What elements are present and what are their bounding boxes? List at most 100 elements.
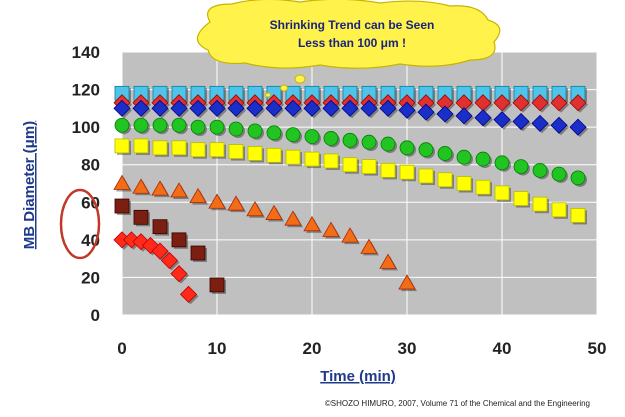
- data-point: [494, 185, 510, 201]
- data-point: [265, 204, 283, 220]
- data-point: [399, 140, 415, 156]
- data-point: [304, 129, 320, 144]
- data-point: [494, 155, 510, 171]
- data-point: [208, 193, 226, 209]
- x-tick-label: 50: [588, 339, 607, 358]
- data-point: [133, 209, 149, 225]
- data-point: [475, 151, 491, 167]
- x-tick-label: 40: [493, 339, 512, 358]
- x-tick-label: 20: [303, 339, 322, 358]
- data-point: [303, 216, 321, 232]
- x-tick-labels: 0 10 20 30 40 50: [117, 339, 606, 358]
- data-point: [398, 101, 416, 119]
- callout-bubble: Shrinking Trend can be Seen Less than 10…: [196, 0, 501, 98]
- data-point: [323, 153, 339, 169]
- data-point: [151, 99, 169, 117]
- data-point: [513, 191, 529, 206]
- data-point: [360, 99, 378, 117]
- data-point: [341, 99, 359, 117]
- data-point: [284, 99, 302, 117]
- data-point: [512, 112, 530, 131]
- data-point: [569, 94, 587, 112]
- data-point: [170, 182, 188, 198]
- data-point: [551, 166, 567, 182]
- data-point: [152, 219, 168, 235]
- data-point: [208, 99, 226, 117]
- data-point: [171, 232, 187, 248]
- y-tick-label: 140: [72, 43, 100, 62]
- data-point: [493, 94, 511, 112]
- data-point: [171, 117, 187, 133]
- data-point: [133, 117, 149, 133]
- data-point: [380, 162, 396, 178]
- data-point: [266, 125, 282, 141]
- data-point: [322, 99, 340, 117]
- data-point: [114, 138, 130, 154]
- data-point: [190, 142, 206, 158]
- data-point: [456, 176, 472, 191]
- x-axis-title: Time (min): [320, 368, 396, 385]
- data-point: [341, 227, 359, 243]
- data-point: [550, 94, 568, 112]
- data-point: [513, 159, 529, 174]
- callout-line-2: Less than 100 μm !: [298, 36, 406, 50]
- data-point: [228, 121, 244, 137]
- data-point: [113, 99, 131, 117]
- data-point: [569, 118, 587, 136]
- data-point: [246, 99, 264, 117]
- data-point: [285, 149, 301, 165]
- data-point: [418, 142, 434, 158]
- x-tick-label: 0: [117, 339, 126, 358]
- data-point: [550, 116, 568, 134]
- series-6: [114, 198, 226, 294]
- data-point: [493, 111, 511, 129]
- data-point: [132, 99, 150, 117]
- data-point: [266, 147, 282, 163]
- data-point: [398, 274, 416, 290]
- data-point: [531, 94, 549, 112]
- data-point: [379, 99, 397, 117]
- data-point: [323, 131, 339, 146]
- y-axis-title: MB Diameter (μm): [21, 121, 38, 249]
- data-point: [570, 208, 586, 223]
- data-point: [456, 149, 472, 165]
- series-7: [113, 231, 199, 305]
- data-point: [190, 245, 206, 261]
- data-point: [265, 99, 283, 117]
- data-point: [171, 140, 187, 156]
- y-tick-label: 120: [72, 81, 100, 100]
- data-point: [209, 119, 225, 135]
- data-point: [342, 157, 358, 173]
- data-point: [418, 168, 434, 184]
- data-point: [455, 107, 473, 125]
- data-point: [437, 172, 453, 188]
- data-point: [160, 251, 179, 270]
- callout-line-1: Shrinking Trend can be Seen: [270, 18, 435, 32]
- data-point: [361, 159, 377, 174]
- y-tick-label: 80: [81, 156, 100, 175]
- data-point: [227, 99, 245, 117]
- data-point: [285, 127, 301, 143]
- series-5: [113, 174, 417, 292]
- data-point: [247, 123, 263, 139]
- highlight-circle: [59, 188, 101, 260]
- data-point: [436, 105, 454, 123]
- y-tick-label: 0: [91, 306, 100, 325]
- data-point: [152, 140, 168, 156]
- series-2: [113, 99, 588, 138]
- data-point: [189, 187, 207, 204]
- series-3: [114, 117, 587, 187]
- data-point: [227, 195, 245, 211]
- data-point: [179, 285, 198, 303]
- data-point: [132, 178, 150, 194]
- data-point: [342, 132, 358, 148]
- data-point: [532, 196, 548, 212]
- x-tick-label: 30: [398, 339, 417, 358]
- data-point: [304, 151, 320, 167]
- data-point: [209, 277, 225, 293]
- data-point: [209, 142, 225, 158]
- data-point: [247, 146, 263, 161]
- data-point: [475, 179, 491, 195]
